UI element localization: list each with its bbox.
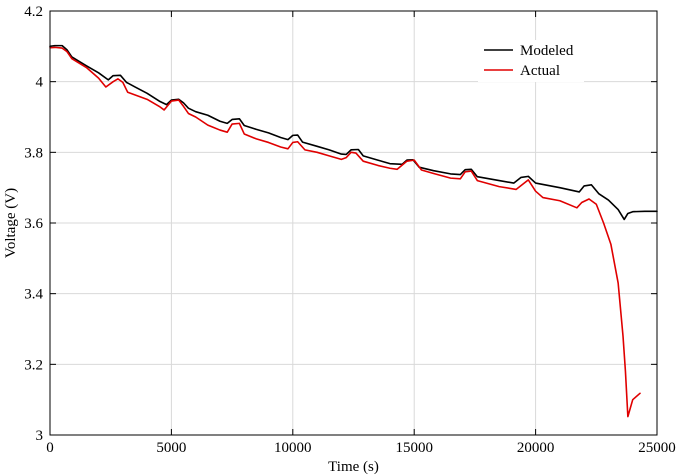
y-tick-label: 3.2	[24, 357, 43, 373]
x-axis-label: Time (s)	[328, 459, 379, 475]
y-tick-label: 3.4	[24, 287, 43, 303]
y-tick-label: 3.6	[24, 216, 43, 232]
series-line-actual	[49, 46, 641, 418]
y-axis-label: Voltage (V)	[3, 188, 19, 258]
y-tick-label: 4	[36, 75, 44, 91]
y-tick-label: 3	[36, 428, 44, 444]
x-tick-label: 20000	[517, 440, 555, 456]
y-tick-label: 3.8	[24, 145, 43, 161]
x-tick-label: 10000	[274, 440, 312, 456]
x-tick-label: 25000	[638, 440, 676, 456]
legend: Modeled Actual	[478, 40, 584, 82]
x-tick-label: 5000	[156, 440, 186, 456]
series-line-modeled	[49, 44, 658, 221]
legend-box	[478, 40, 584, 82]
x-tick-label: 15000	[395, 440, 433, 456]
legend-label-actual: Actual	[520, 63, 560, 79]
x-tick-label: 0	[46, 440, 54, 456]
legend-label-modeled: Modeled	[520, 43, 574, 59]
y-tick-label: 4.2	[24, 4, 43, 20]
series-lines	[49, 44, 658, 418]
axis-ticks	[49, 10, 658, 436]
